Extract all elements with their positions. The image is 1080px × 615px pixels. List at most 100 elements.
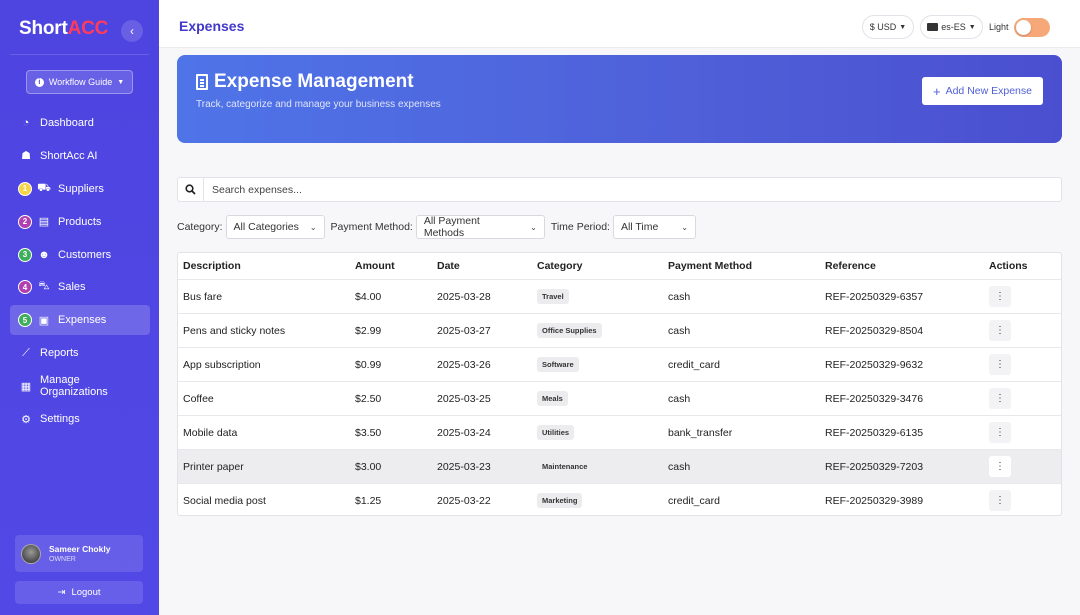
add-new-expense-button[interactable]: + Add New Expense: [922, 77, 1043, 105]
cell-actions: ⋮: [989, 416, 1011, 449]
cell-description: Social media post: [183, 494, 266, 507]
row-actions-button[interactable]: ⋮: [989, 286, 1011, 307]
row-actions-button[interactable]: ⋮: [989, 490, 1011, 511]
info-icon: i: [34, 77, 44, 87]
category-select[interactable]: All Categories ⌄: [225, 215, 325, 239]
row-actions-button[interactable]: ⋮: [989, 320, 1011, 341]
table-row[interactable]: App subscription $0.99 2025-03-26 Software c…: [178, 348, 1061, 382]
theme-toggle[interactable]: [1014, 18, 1050, 37]
search-icon: [178, 178, 204, 201]
building-icon: ▦: [20, 380, 32, 393]
sidebar-item-label: Suppliers: [58, 182, 104, 195]
sidebar-item-products[interactable]: 2 ▤ Products: [10, 207, 150, 237]
cell-amount: $0.99: [355, 358, 382, 371]
sidebar-item-sales[interactable]: 4 ⛍ Sales: [10, 272, 150, 302]
collapse-sidebar-button[interactable]: ‹: [121, 20, 143, 42]
workflow-guide-button[interactable]: i Workflow Guide ▼: [26, 70, 133, 94]
column-header-category[interactable]: Category: [537, 260, 583, 272]
sidebar-nav: ◔ Dashboard ☗ ShortAcc AI 1 ⛟ Suppliers 2 ▤ Produ…: [10, 108, 150, 437]
caret-down-icon: ▼: [899, 23, 907, 31]
cell-category: Maintenance: [537, 450, 592, 483]
logout-icon: ⇥: [57, 587, 66, 598]
step-number-badge: 2: [18, 214, 32, 229]
sidebar-item-reports[interactable]: ⟋ Reports: [10, 338, 150, 368]
user-role: OWNER: [49, 556, 76, 563]
row-actions-button[interactable]: ⋮: [989, 456, 1011, 477]
top-header: Expenses $ USD ▼ es-ES ▼ Light: [159, 0, 1080, 48]
cell-category: Travel: [537, 280, 569, 313]
cell-amount: $2.50: [355, 392, 382, 405]
chevron-down-icon: ▼: [117, 78, 125, 86]
sidebar-item-label: Settings: [40, 413, 80, 426]
more-vertical-icon: ⋮: [995, 427, 1005, 438]
sidebar-item-manage-organizations[interactable]: ▦ Manage Organizations: [10, 371, 150, 401]
more-vertical-icon: ⋮: [995, 325, 1005, 336]
cell-payment-method: cash: [668, 290, 691, 303]
column-header-payment-method[interactable]: Payment Method: [668, 260, 753, 272]
truck-icon: ⛟: [37, 181, 51, 194]
workflow-guide-label: Workflow Guide: [48, 77, 113, 87]
cell-payment-method: credit_card: [668, 358, 720, 371]
table-row[interactable]: Pens and sticky notes $2.99 2025-03-27 Offi…: [178, 314, 1061, 348]
chevron-down-icon: ⌄: [530, 222, 537, 232]
period-filter-label: Time Period:: [550, 221, 610, 233]
chevron-down-icon: ⌄: [309, 222, 317, 232]
sidebar-item-dashboard[interactable]: ◔ Dashboard: [10, 108, 150, 138]
cell-date: 2025-03-28: [437, 290, 491, 303]
cell-actions: ⋮: [989, 280, 1011, 313]
row-actions-button[interactable]: ⋮: [989, 388, 1011, 409]
cell-actions: ⋮: [989, 382, 1011, 415]
column-header-description[interactable]: Description: [183, 260, 241, 272]
category-badge: Office Supplies: [537, 323, 602, 338]
currency-label: $ USD: [869, 22, 897, 32]
add-new-expense-label: Add New Expense: [945, 85, 1032, 97]
caret-down-icon: ▼: [968, 23, 976, 31]
search-input[interactable]: [204, 183, 1061, 196]
more-vertical-icon: ⋮: [995, 461, 1005, 472]
row-actions-button[interactable]: ⋮: [989, 354, 1011, 375]
user-card[interactable]: Sameer Chokly OWNER: [15, 535, 143, 572]
table-header-row: Description Amount Date Category Payment…: [178, 253, 1061, 280]
receipt-icon: [196, 74, 208, 90]
column-header-amount[interactable]: Amount: [355, 260, 395, 272]
cell-amount: $2.99: [355, 324, 382, 337]
cell-reference: REF-20250329-7203: [825, 460, 924, 473]
table-row[interactable]: Coffee $2.50 2025-03-25 Meals cash REF-202503…: [178, 382, 1061, 416]
expense-banner: Expense Management Track, categorize and…: [177, 55, 1062, 143]
time-period-select[interactable]: All Time ⌄: [612, 215, 696, 239]
sidebar-item-label: Reports: [40, 347, 79, 360]
sidebar-item-shortacc-ai[interactable]: ☗ ShortAcc AI: [10, 141, 150, 171]
category-badge: Software: [537, 357, 579, 372]
theme-label: Light: [989, 22, 1009, 32]
payment-method-select[interactable]: All Payment Methods ⌄: [415, 215, 545, 239]
logout-button[interactable]: ⇥ Logout: [15, 581, 143, 604]
sidebar-item-label: Products: [58, 215, 102, 228]
column-header-actions: Actions: [989, 260, 1028, 272]
plus-icon: +: [933, 83, 941, 99]
cell-description: Printer paper: [183, 460, 244, 473]
payment-filter-label: Payment Method:: [330, 221, 413, 233]
sidebar-item-settings[interactable]: ⚙ Settings: [10, 404, 150, 434]
cell-description: Pens and sticky notes: [183, 324, 286, 337]
sidebar-item-customers[interactable]: 3 ☻ Customers: [10, 240, 150, 270]
banner-title-text: Expense Management: [214, 71, 414, 92]
table-row[interactable]: Printer paper $3.00 2025-03-23 Maintenance c…: [178, 450, 1061, 484]
column-header-date[interactable]: Date: [437, 260, 460, 272]
cell-category: Software: [537, 348, 579, 381]
table-row[interactable]: Bus fare $4.00 2025-03-28 Travel cash REF-202…: [178, 280, 1061, 314]
dashboard-icon: ◔: [22, 117, 30, 129]
sidebar-item-suppliers[interactable]: 1 ⛟ Suppliers: [10, 174, 150, 204]
expenses-table: Description Amount Date Category Payment…: [177, 252, 1062, 516]
column-header-reference[interactable]: Reference: [825, 260, 876, 272]
cell-date: 2025-03-24: [437, 426, 491, 439]
sidebar-item-expenses[interactable]: 5 ▣ Expenses: [10, 305, 150, 336]
language-label: es-ES: [941, 22, 966, 32]
banner-subtitle: Track, categorize and manage your busine…: [196, 99, 441, 110]
box-icon: ▤: [38, 216, 50, 229]
table-row[interactable]: Social media post $1.25 2025-03-22 Marketin…: [178, 484, 1061, 515]
currency-selector[interactable]: $ USD ▼: [862, 15, 914, 39]
language-selector[interactable]: es-ES ▼: [920, 15, 983, 39]
brand-logo[interactable]: ShortACC: [19, 18, 109, 39]
table-row[interactable]: Mobile data $3.50 2025-03-24 Utilities bank_…: [178, 416, 1061, 450]
row-actions-button[interactable]: ⋮: [989, 422, 1011, 443]
